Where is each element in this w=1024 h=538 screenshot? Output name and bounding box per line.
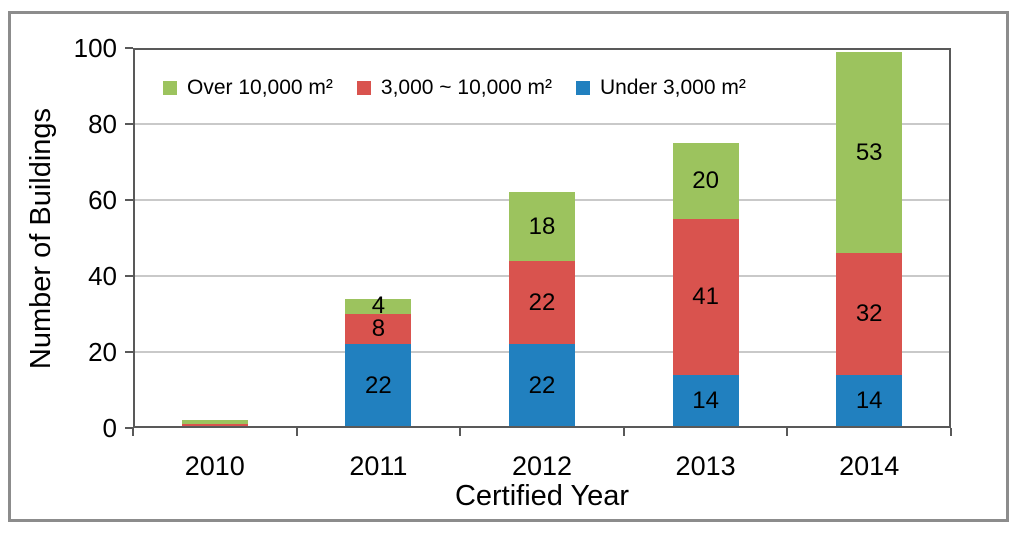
bar-segment: [836, 51, 903, 254]
bar-segment: [345, 298, 412, 314]
x-axis-tick: [622, 428, 625, 436]
x-tick-label: 2014: [839, 451, 900, 481]
x-axis-tick: [295, 428, 298, 436]
y-axis-tick: [125, 427, 133, 429]
x-axis-tick: [459, 428, 462, 436]
legend-label: 3,000 ~ 10,000 m²: [380, 76, 552, 99]
x-tick-label: 2011: [349, 451, 408, 481]
bar-segment-label: 4: [371, 292, 386, 320]
y-axis-tick: [125, 351, 133, 353]
y-axis-tick: [125, 275, 133, 277]
y-tick-label: 40: [88, 261, 117, 291]
y-tick-label: 20: [88, 337, 117, 367]
bar-segment-label: 14: [855, 387, 883, 415]
bar-segment: [672, 143, 739, 219]
y-tick-label: 80: [88, 109, 117, 139]
bar-segment: [836, 374, 903, 428]
y-axis-tick: [125, 123, 133, 125]
bar-segment: [672, 219, 739, 375]
bar-segment-label: 32: [855, 300, 883, 328]
bar-segment-label: 20: [692, 167, 719, 194]
chart-frame: 22 8 4 22 22 18 14 41 20 14 32 53 Over 10,000 m² 3,0…: [8, 11, 1009, 522]
bar-segment: [509, 344, 575, 428]
y-axis-tick: [125, 199, 133, 201]
bar-segment-label: 22: [365, 372, 392, 400]
gridline: [133, 123, 951, 125]
bar-segment-label: 14: [692, 387, 719, 415]
legend-label: Under 3,000 m²: [599, 76, 746, 99]
legend-swatch: [163, 81, 177, 95]
bar-segment-label: 18: [528, 212, 556, 240]
legend-swatch: [575, 81, 590, 95]
y-tick-label: 0: [102, 413, 117, 443]
legend-item: Over 10,000 m²: [163, 76, 333, 100]
x-axis-tick: [950, 428, 952, 436]
plot-area: 22 8 4 22 22 18 14 41 20 14 32 53 Over 10,000 m² 3,0…: [133, 48, 951, 428]
bar-segment: [836, 253, 903, 375]
legend-item: Under 3,000 m²: [575, 76, 746, 100]
bar-segment-label: 8: [371, 315, 386, 343]
y-axis-title-text: Number of Buildings: [25, 107, 58, 369]
bar-segment: [181, 420, 248, 425]
bar-segment-label: 22: [528, 372, 556, 400]
x-tick-label: 2012: [511, 451, 573, 481]
y-tick-label: 60: [88, 185, 117, 215]
bar-segment-label: 53: [855, 138, 883, 166]
legend-label: Over 10,000 m²: [187, 76, 333, 99]
bar-segment: [509, 260, 575, 345]
y-axis-tick: [125, 47, 133, 49]
legend-swatch: [356, 81, 371, 95]
y-axis-title: Number of Buildings: [11, 48, 73, 428]
x-tick-label: 2010: [184, 451, 245, 481]
bar-segment: [345, 314, 412, 345]
legend-item: 3,000 ~ 10,000 m²: [356, 76, 552, 100]
bar-segment: [181, 424, 248, 428]
x-axis-title: Certified Year: [454, 480, 630, 512]
x-axis-tick: [786, 428, 789, 436]
bar-segment-label: 22: [528, 288, 556, 316]
x-axis-tick: [132, 428, 134, 436]
y-tick-label: 100: [73, 33, 117, 63]
legend: Over 10,000 m² 3,000 ~ 10,000 m² Under 3,0…: [163, 76, 746, 100]
bar-segment-label: 41: [692, 282, 719, 310]
x-tick-label: 2013: [675, 451, 736, 481]
bar-segment: [345, 344, 412, 428]
bar-segment: [672, 374, 739, 428]
bar-segment: [509, 192, 575, 261]
